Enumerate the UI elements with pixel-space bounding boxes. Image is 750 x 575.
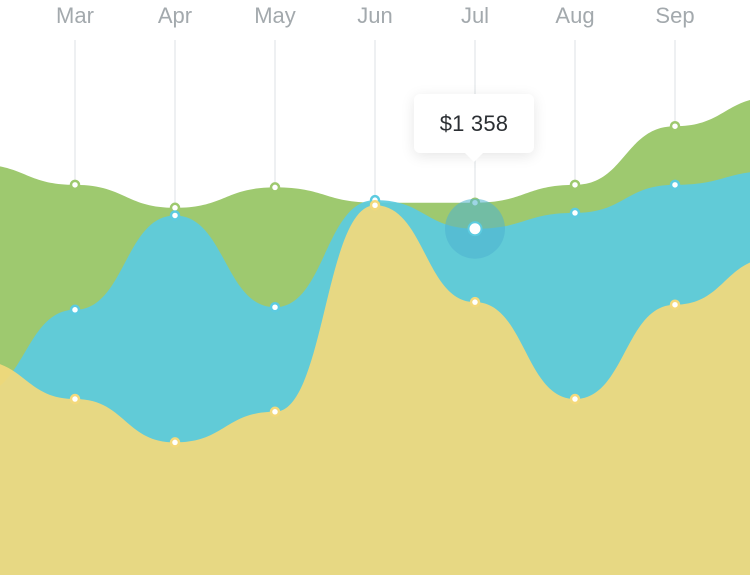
data-point-s1-mar[interactable] [69,179,81,191]
tooltip-value: $1 358 [439,110,509,136]
month-label-aug: Aug [555,3,594,28]
data-point-s2-aug[interactable] [569,207,581,219]
highlight-marker [445,198,505,259]
month-labels: Mar Apr May Jun Jul Aug Sep [56,3,695,28]
data-point-s2-sep[interactable] [669,179,681,191]
data-point-s1-aug[interactable] [569,179,581,191]
area-series [0,100,750,575]
data-point-s2-apr[interactable] [169,210,181,221]
data-point-s3-aug[interactable] [569,393,581,405]
data-point-s3-jun[interactable] [369,200,381,211]
value-tooltip: $1 358 [414,94,534,162]
highlight-point[interactable] [467,221,483,237]
data-point-s1-may[interactable] [269,182,281,193]
data-point-s3-mar[interactable] [69,393,81,405]
data-point-s3-apr[interactable] [169,437,181,448]
area-series-3 [0,205,750,575]
data-point-s3-may[interactable] [269,406,281,418]
month-label-jun: Jun [357,3,392,28]
month-label-jul: Jul [461,3,489,28]
month-label-sep: Sep [655,3,694,28]
month-label-may: May [254,3,296,28]
month-label-apr: Apr [158,3,192,28]
data-point-s2-may[interactable] [269,302,281,313]
data-point-s3-sep[interactable] [669,299,681,310]
data-point-s1-sep[interactable] [669,120,681,132]
data-point-s3-jul[interactable] [469,296,481,308]
data-point-s2-mar[interactable] [69,304,81,316]
month-label-mar: Mar [56,3,94,28]
